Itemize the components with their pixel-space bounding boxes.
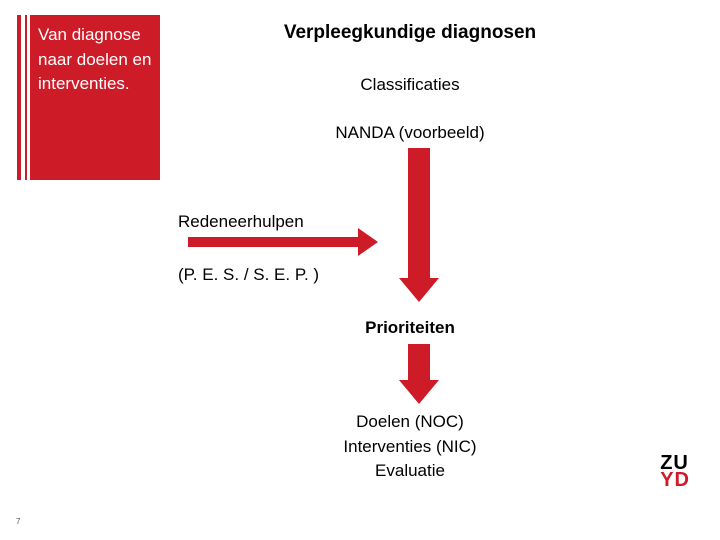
- outcomes-line1: Doelen (NOC): [356, 412, 464, 431]
- flow-outcomes: Doelen (NOC) Interventies (NIC) Evaluati…: [230, 410, 590, 484]
- side-label: Redeneerhulpen: [178, 212, 304, 232]
- flow-heading: Verpleegkundige diagnosen: [230, 22, 590, 44]
- logo-line2: YD: [660, 472, 690, 490]
- flow-priorities: Prioriteiten: [230, 318, 590, 338]
- slide-number: 7: [16, 517, 20, 526]
- outcomes-line2: Interventies (NIC): [343, 437, 476, 456]
- accent-bar-outer: [17, 15, 21, 180]
- accent-bar-inner: [25, 15, 27, 180]
- title-text: Van diagnose naar doelen en interventies…: [38, 25, 151, 93]
- logo-zuyd: ZU YD: [660, 455, 690, 490]
- flow-example: NANDA (voorbeeld): [230, 123, 590, 143]
- title-block: Van diagnose naar doelen en interventies…: [30, 15, 160, 180]
- flow-classification: Classificaties: [230, 75, 590, 95]
- side-sub: (P. E. S. / S. E. P. ): [178, 265, 319, 285]
- outcomes-line3: Evaluatie: [375, 461, 445, 480]
